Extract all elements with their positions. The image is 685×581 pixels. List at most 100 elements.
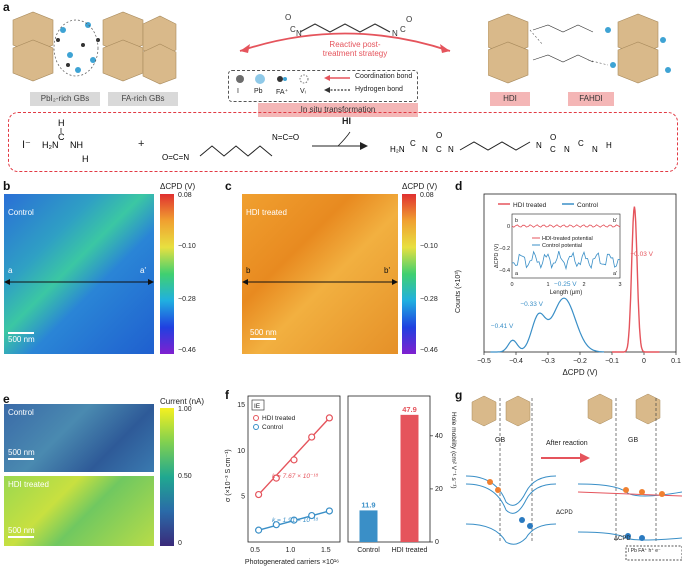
- x-tick-label: −0.5: [477, 358, 491, 365]
- svg-text:N: N: [422, 145, 428, 154]
- in-situ-transformation-tag: In situ transformation: [258, 103, 418, 117]
- strategy-title: Reactive post- treatment strategy: [322, 40, 388, 58]
- line-start-a: a: [8, 266, 13, 275]
- annotation-control-peak-1: −0.25 V: [554, 281, 577, 288]
- x-axis-label: Photogenerated carriers ×10¹⁶: [245, 559, 339, 566]
- right-perovskite-crystals: [488, 13, 671, 84]
- bar-0: [359, 510, 378, 542]
- colorbar-title-b: ΔCPD (V): [160, 182, 196, 191]
- x-tick-label: 0.1: [671, 358, 681, 365]
- panel-b-letter: b: [3, 179, 11, 193]
- hi-byproduct: HI: [342, 116, 351, 126]
- scale-bar-c: [250, 338, 276, 340]
- annotation-control-peak-3: −0.41 V: [491, 323, 514, 330]
- x-tick-label: −0.3: [541, 358, 555, 365]
- svg-text:C: C: [58, 132, 65, 142]
- inset-corner-a: a: [515, 271, 519, 277]
- c-afm-hdi-label: HDI treated: [8, 480, 49, 489]
- scale-label-c: 500 nm: [250, 328, 277, 337]
- svg-text:N=C=O: N=C=O: [272, 133, 299, 142]
- y-tick-label: 20: [435, 486, 443, 493]
- data-point: [308, 511, 316, 520]
- hdi-molecule: OC N N CO: [239, 13, 451, 53]
- control-distribution: [490, 297, 605, 353]
- colorbar-b: [160, 194, 174, 354]
- inset-legend-control: Control potential: [542, 243, 582, 249]
- x-tick-label: 0: [642, 358, 646, 365]
- y-axis-label: Hole mobility (cm² V⁻¹ s⁻¹): [450, 412, 457, 489]
- data-point: [290, 456, 298, 464]
- data-point: [272, 474, 280, 482]
- inset-y-tick-label: 0: [507, 224, 510, 230]
- colorbar-title-c: ΔCPD (V): [402, 182, 438, 191]
- band-legend-h: h⁺: [648, 548, 654, 554]
- data-point: [255, 526, 263, 534]
- kpfm-map-control: [4, 194, 154, 354]
- data-point: [255, 490, 263, 499]
- inset-y-tick-label: −0.2: [499, 246, 510, 252]
- inset-x-tick-label: 3: [618, 282, 621, 288]
- annotation-hdi-peak: −0.03 V: [630, 251, 653, 258]
- cb-c-tick-0: 0.08: [420, 192, 434, 199]
- svg-text:H: H: [606, 141, 612, 150]
- svg-text:N: N: [564, 145, 570, 154]
- band-legend-pb: Pb: [630, 548, 637, 554]
- c-afm-map-control: [4, 404, 154, 472]
- plus-sign: +: [138, 138, 145, 150]
- svg-text:C: C: [578, 139, 584, 148]
- colorbar-title-e: Current (nA): [160, 397, 205, 406]
- scale-bar-b: [8, 332, 34, 334]
- svg-text:N: N: [448, 145, 454, 154]
- hdi-tag: HDI: [490, 92, 530, 106]
- colorbar-e: [160, 408, 174, 546]
- panel-e-letter: e: [3, 392, 10, 406]
- category-label-1: HDI treated: [392, 547, 428, 554]
- svg-text:H: H: [58, 118, 65, 128]
- svg-text:NH: NH: [70, 140, 83, 150]
- mobility-bar-chart: 11.9 Control 47.9 HDI treated 0 20 40 Hole mobi…: [347, 395, 457, 554]
- iodide-ion: I⁻: [22, 139, 31, 151]
- legend-fa: FA⁺: [276, 89, 289, 96]
- cb-b-tick-3: −0.46: [178, 347, 196, 354]
- scale-label-e-bottom: 500 nm: [8, 526, 35, 535]
- plot-frame: [347, 395, 431, 543]
- line-end-b: b': [384, 266, 390, 275]
- conductivity-chart: IE 0.5 1.0 1.5 5 10 15 Photogenerated carriers …: [225, 395, 341, 566]
- ie-badge: IE: [254, 403, 261, 410]
- line-end-a: a': [140, 266, 146, 275]
- fit-line-0: [258, 417, 330, 496]
- svg-text:N: N: [536, 141, 542, 150]
- inset-hdi-profile: [511, 224, 621, 228]
- cb-c-tick-3: −0.46: [420, 347, 438, 354]
- legend-control-label: Control: [577, 202, 599, 209]
- cb-e-tick-0: 1.00: [178, 406, 192, 413]
- panel-a-letter: a: [3, 0, 10, 14]
- svg-text:N: N: [392, 29, 398, 38]
- scale-label-b: 500 nm: [8, 335, 35, 344]
- plot-frame: [247, 395, 341, 543]
- data-point: [272, 521, 280, 529]
- inset-corner-a-prime: a': [613, 271, 617, 277]
- band-diagram: [466, 393, 682, 561]
- line-profile-bb: [242, 279, 398, 285]
- legend-marker-0: [253, 415, 259, 421]
- data-point: [325, 414, 333, 422]
- hdi-reactant-structure: O=C=N N=C=O: [162, 133, 299, 162]
- panel-c-letter: c: [225, 179, 232, 193]
- y-tick-label: 5: [241, 493, 245, 500]
- svg-text:O: O: [436, 131, 442, 140]
- gb-right-label: GB: [628, 437, 639, 444]
- svg-text:C: C: [436, 145, 442, 154]
- legend-hdi-label: HDI treated: [513, 202, 547, 209]
- inset-y-axis-label: ΔCPD (V): [494, 244, 500, 268]
- coordination-bond-label: Coordination bond: [355, 73, 413, 80]
- after-reaction-label: After reaction: [546, 440, 588, 447]
- cb-e-tick-1: 0.50: [178, 473, 192, 480]
- data-point: [325, 507, 333, 515]
- panel-d-letter: d: [455, 179, 463, 193]
- inset-corner-b-prime: b': [613, 218, 617, 224]
- x-tick-label: −0.2: [573, 358, 587, 365]
- svg-text:H₂N: H₂N: [390, 145, 405, 154]
- formamidinium-structure: HC H₂N NH H: [42, 118, 89, 164]
